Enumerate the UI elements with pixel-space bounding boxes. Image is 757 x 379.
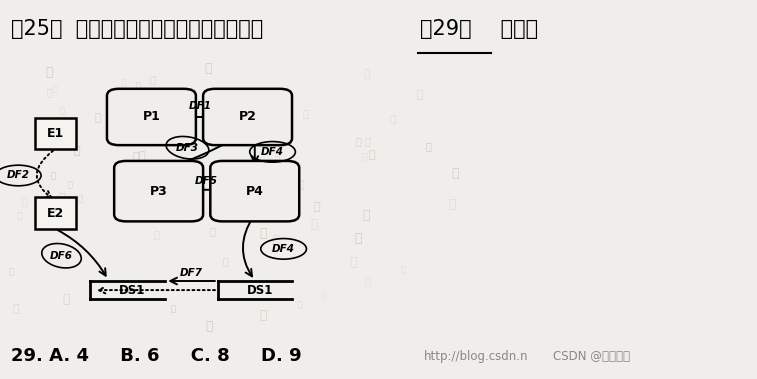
Text: DF2: DF2 (7, 171, 30, 180)
Text: 想: 想 (122, 79, 126, 88)
Text: P4: P4 (246, 185, 263, 198)
Bar (35, 197, 76, 229)
Text: 制: 制 (142, 197, 148, 207)
Text: 进: 进 (60, 106, 64, 116)
Text: 想: 想 (139, 151, 145, 161)
Text: 想: 想 (21, 196, 27, 206)
Text: 感: 感 (95, 113, 101, 123)
Text: 感: 感 (349, 256, 357, 269)
Text: 感: 感 (298, 180, 304, 190)
Text: 大: 大 (260, 309, 267, 322)
Text: E2: E2 (47, 207, 64, 220)
Text: 感: 感 (217, 177, 221, 186)
Text: 规: 规 (362, 209, 369, 222)
Text: 法: 法 (210, 226, 216, 236)
Text: 29. A. 4     B. 6     C. 8     D. 9: 29. A. 4 B. 6 C. 8 D. 9 (11, 347, 302, 365)
Text: 进: 进 (223, 257, 229, 266)
Text: http://blog.csdn.n: http://blog.csdn.n (424, 350, 528, 363)
Text: 人: 人 (45, 66, 52, 79)
Text: 制: 制 (448, 197, 456, 211)
Text: 想: 想 (452, 167, 459, 180)
Text: 人: 人 (12, 304, 19, 314)
Text: 制: 制 (364, 69, 371, 79)
Text: 想: 想 (417, 89, 423, 100)
Text: 想: 想 (47, 87, 53, 97)
Text: DF7: DF7 (180, 268, 203, 278)
Text: 人: 人 (298, 300, 303, 309)
Text: 度: 度 (62, 293, 70, 306)
Text: DF1: DF1 (188, 101, 211, 111)
FancyBboxPatch shape (107, 89, 196, 145)
Text: 度: 度 (275, 155, 279, 164)
Text: 第25题  在如下所示的数据流图中，共存在: 第25题 在如下所示的数据流图中，共存在 (11, 19, 277, 39)
Text: 制: 制 (145, 174, 150, 183)
Text: 感: 感 (154, 229, 160, 239)
Text: 大: 大 (320, 291, 326, 300)
Text: 想: 想 (204, 62, 211, 75)
Text: 进: 进 (77, 195, 83, 204)
FancyBboxPatch shape (203, 89, 292, 145)
Text: P2: P2 (238, 110, 257, 124)
Text: DF4: DF4 (261, 147, 284, 157)
Text: 规: 规 (365, 276, 371, 286)
Text: 制: 制 (136, 82, 141, 91)
Text: DF6: DF6 (50, 251, 73, 261)
Text: DF4: DF4 (272, 244, 295, 254)
Text: E1: E1 (47, 127, 64, 140)
Text: 进: 进 (73, 146, 80, 156)
Text: 大: 大 (390, 113, 396, 123)
Text: DS1: DS1 (246, 283, 273, 297)
Text: 制: 制 (302, 108, 308, 118)
Text: 度: 度 (150, 74, 156, 84)
Text: 进: 进 (17, 212, 22, 221)
Text: P1: P1 (142, 110, 160, 124)
Text: DS1: DS1 (119, 283, 145, 297)
Text: 度: 度 (205, 106, 212, 116)
Text: CSDN @谷歌玩家: CSDN @谷歌玩家 (553, 350, 630, 363)
Text: 制: 制 (61, 208, 67, 218)
Text: 法: 法 (260, 227, 267, 240)
Text: 感: 感 (282, 95, 287, 104)
Text: DF3: DF3 (176, 143, 199, 153)
Text: 大: 大 (220, 119, 226, 128)
Text: 进: 进 (52, 84, 58, 93)
Bar (35, 117, 76, 149)
FancyBboxPatch shape (210, 161, 299, 221)
Text: 法: 法 (9, 267, 14, 276)
Text: 感: 感 (354, 232, 362, 245)
Text: 规: 规 (311, 218, 318, 231)
Text: 规: 规 (171, 305, 176, 314)
FancyBboxPatch shape (114, 161, 203, 221)
Text: 法: 法 (63, 201, 68, 210)
Text: （29）: （29） (420, 19, 472, 39)
Text: P3: P3 (150, 185, 167, 198)
Text: DF5: DF5 (195, 176, 218, 186)
Text: 大: 大 (400, 266, 405, 275)
Text: 制: 制 (425, 141, 431, 151)
Text: 度: 度 (356, 136, 361, 146)
Text: 人: 人 (132, 152, 139, 162)
Text: 度: 度 (273, 235, 279, 245)
Text: 大: 大 (313, 202, 319, 212)
Text: 个错误: 个错误 (494, 19, 537, 39)
Text: 规: 规 (228, 196, 235, 208)
Text: 规: 规 (206, 320, 213, 334)
Text: 制: 制 (369, 150, 375, 160)
Text: 大: 大 (51, 172, 55, 180)
Text: 进: 进 (58, 193, 65, 203)
Text: 大: 大 (365, 136, 371, 147)
Text: 规: 规 (362, 151, 368, 161)
Text: 法: 法 (67, 180, 73, 190)
